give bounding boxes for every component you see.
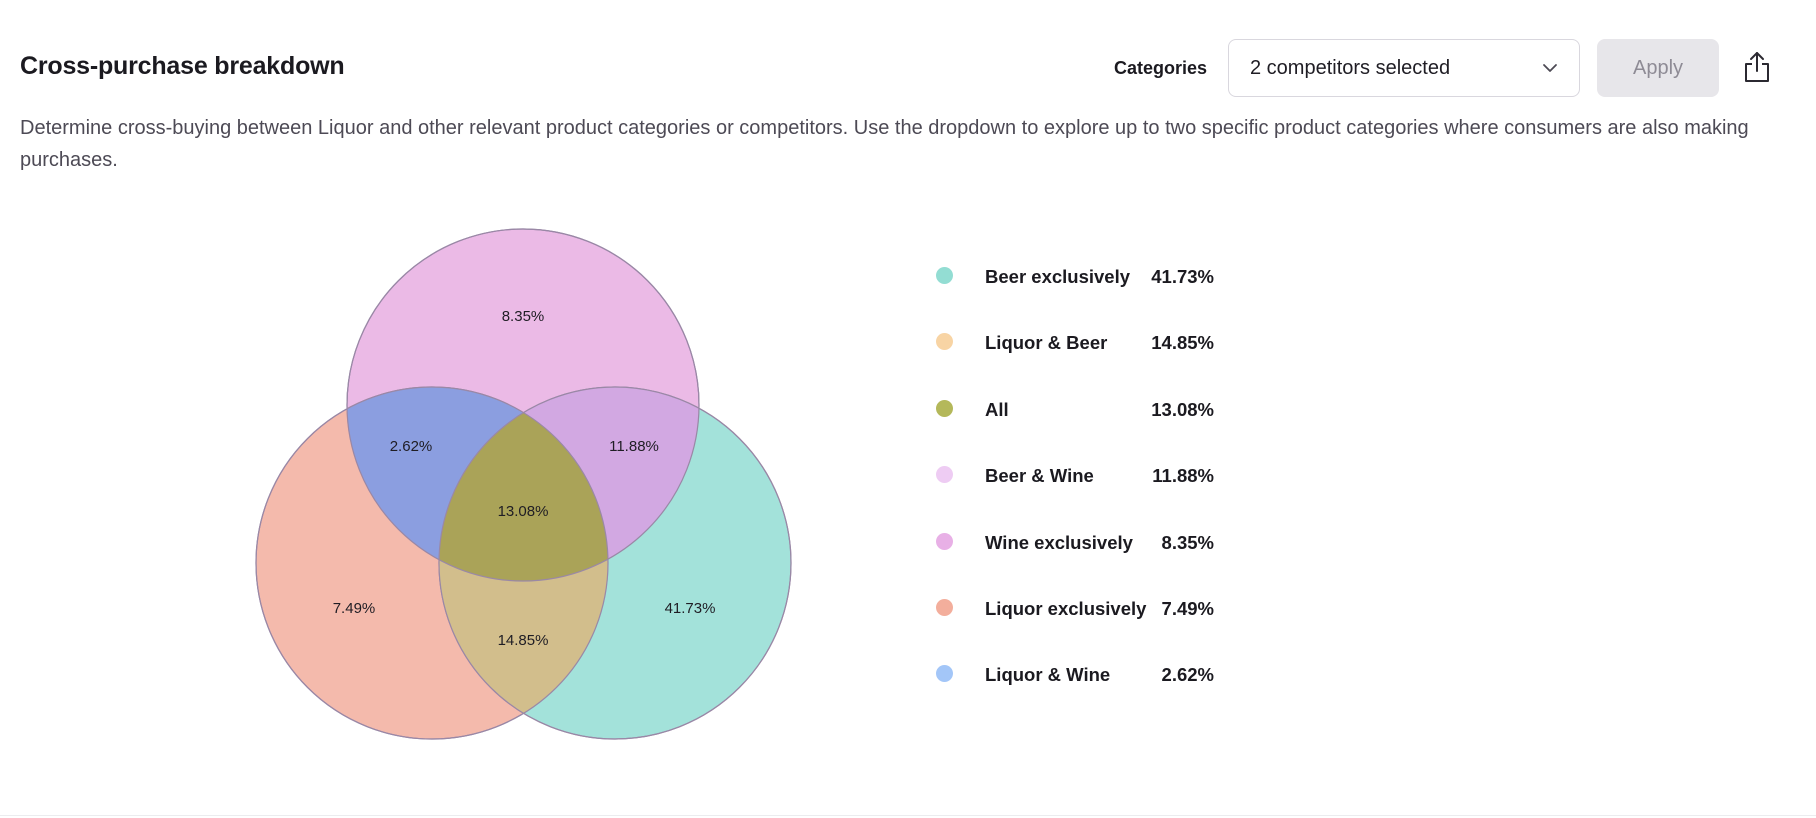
- legend-value: 13.08%: [1151, 398, 1214, 420]
- legend-label: Beer exclusively: [985, 266, 1131, 287]
- legend-color-dot: [936, 267, 953, 284]
- apply-button[interactable]: Apply: [1597, 39, 1719, 97]
- region-label-liquor-beer: 14.85%: [498, 632, 549, 649]
- description: Determine cross-buying between Liquor an…: [20, 117, 1749, 171]
- region-label-liquor-only: 7.49%: [333, 600, 376, 617]
- venn-outline-liquor: [255, 386, 609, 740]
- legend-item[interactable]: Liquor & Wine 2.62%: [924, 664, 1244, 730]
- legend-label: Beer & Wine: [985, 465, 1094, 487]
- legend-label: Liquor exclusively: [985, 597, 1147, 619]
- legend-label: All: [985, 398, 1009, 420]
- venn-overlap-all: [439, 387, 608, 581]
- legend: Beer exclusively 41.73% Liquor & Beer 14…: [924, 266, 1244, 731]
- legend-label: Wine exclusively: [985, 531, 1133, 553]
- legend-color-dot: [936, 532, 953, 550]
- dropdown-value: 2 competitors selected: [1250, 56, 1451, 79]
- venn-outline-beer: [438, 386, 792, 740]
- legend-item[interactable]: Liquor exclusively 7.49%: [924, 598, 1244, 664]
- legend-color-dot: [936, 399, 953, 417]
- legend-value: 8.35%: [1161, 531, 1214, 553]
- chevron-down-icon: [1543, 64, 1557, 72]
- legend-label: Liquor & Wine: [985, 664, 1111, 686]
- categories-dropdown[interactable]: 2 competitors selected: [1228, 39, 1580, 97]
- divider: [0, 815, 1816, 816]
- region-label-wine-only: 8.35%: [502, 308, 545, 325]
- region-label-beer-only: 41.73%: [665, 600, 716, 617]
- legend-color-dot: [936, 333, 953, 351]
- region-label-liquor-wine: 2.62%: [390, 438, 433, 455]
- legend-value: 11.88%: [1152, 465, 1214, 487]
- region-label-beer-wine: 11.88%: [609, 438, 659, 455]
- legend-color-dot: [936, 466, 953, 484]
- legend-item[interactable]: Liquor & Beer 14.85%: [924, 332, 1244, 398]
- legend-value: 14.85%: [1151, 332, 1214, 354]
- legend-label: Liquor & Beer: [985, 332, 1108, 354]
- legend-value: 41.73%: [1151, 266, 1214, 287]
- legend-item[interactable]: Beer exclusively 41.73%: [924, 266, 1244, 332]
- legend-item[interactable]: Wine exclusively 8.35%: [924, 532, 1244, 598]
- region-label-all: 13.08%: [498, 503, 549, 520]
- share-icon[interactable]: [1742, 50, 1772, 84]
- legend-item[interactable]: Beer & Wine 11.88%: [924, 465, 1244, 531]
- legend-color-dot: [936, 598, 953, 616]
- venn-diagram: 8.35% 2.62% 11.88% 13.08% 7.49% 14.85% 4…: [255, 228, 792, 740]
- legend-color-dot: [936, 665, 953, 683]
- categories-label: Categories: [1114, 58, 1208, 78]
- page-title: Cross-purchase breakdown: [20, 52, 345, 80]
- venn-outline-wine: [346, 228, 700, 582]
- legend-item[interactable]: All 13.08%: [924, 399, 1244, 465]
- legend-value: 7.49%: [1161, 597, 1214, 619]
- legend-value: 2.62%: [1161, 664, 1214, 686]
